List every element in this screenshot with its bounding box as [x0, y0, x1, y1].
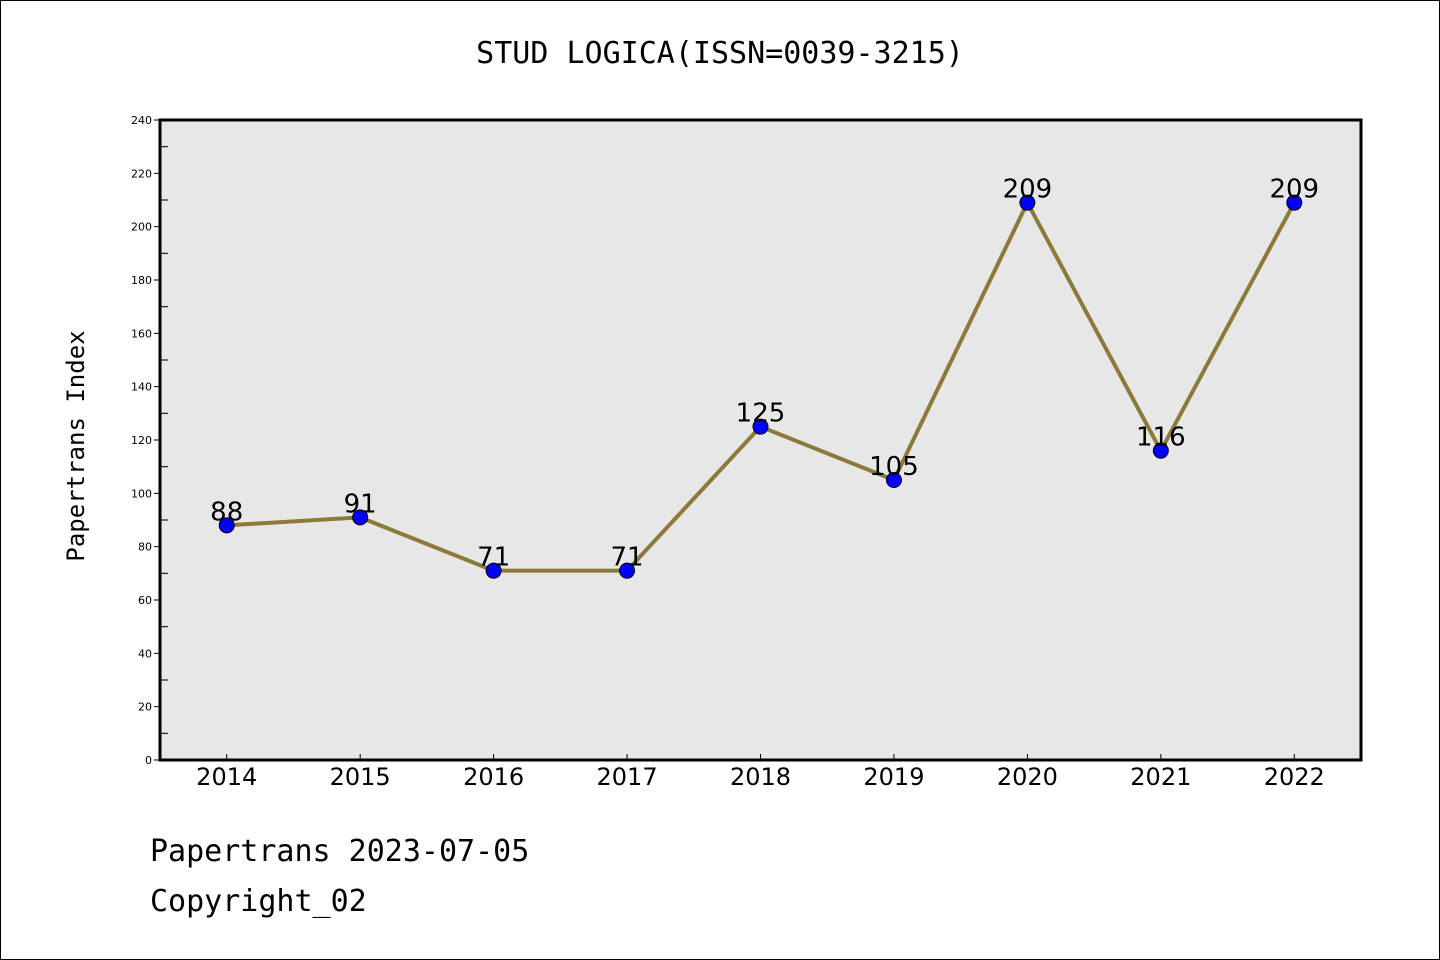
- x-tick-label: 2016: [463, 763, 524, 791]
- y-tick-label: 40: [138, 647, 152, 660]
- x-tick-label: 2017: [597, 763, 658, 791]
- y-tick-label: 160: [131, 327, 152, 340]
- data-point: [1286, 194, 1303, 211]
- plot-border: [158, 118, 1363, 762]
- x-tick-label: 2019: [863, 763, 924, 791]
- data-point: [352, 509, 369, 526]
- x-tick-label: 2021: [1130, 763, 1191, 791]
- data-label: 71: [477, 543, 510, 573]
- y-tick-label: 240: [131, 114, 152, 127]
- footer-date: Papertrans 2023-07-05: [150, 834, 530, 869]
- chart-title: STUD LOGICA(ISSN=0039-3215): [476, 36, 964, 71]
- data-label: 116: [1136, 423, 1186, 453]
- data-label: 209: [1269, 175, 1319, 205]
- data-point: [885, 472, 902, 488]
- data-point: [218, 517, 235, 534]
- x-tick-label: 2014: [196, 763, 257, 791]
- y-tick-label: 140: [131, 381, 152, 394]
- data-label: 71: [611, 543, 644, 573]
- y-tick-label: 20: [138, 701, 152, 714]
- x-axis: 2014 2015 2016 2017 2018 2019 2020 2021 2022: [196, 754, 1325, 791]
- y-tick-label: 60: [138, 594, 152, 607]
- y-tick-label: 180: [131, 274, 152, 287]
- data-label: 91: [344, 489, 377, 519]
- y-tick-label: 220: [131, 167, 152, 180]
- x-tick-label: 2018: [730, 763, 791, 791]
- y-tick-label: 80: [138, 541, 152, 554]
- y-tick-label: 100: [131, 487, 152, 500]
- data-point: [1019, 194, 1036, 211]
- data-label: 209: [1003, 175, 1053, 205]
- data-point: [619, 562, 636, 579]
- data-point: [752, 418, 769, 435]
- data-label: 105: [869, 452, 919, 482]
- data-label: 88: [210, 497, 243, 527]
- plot-area: [160, 120, 1361, 760]
- y-axis: 0 20 40 60 80 100 120 140 160 180 200 220 240: [131, 114, 168, 767]
- data-point: [1152, 442, 1169, 459]
- y-tick-label: 0: [145, 754, 152, 767]
- series-group: [218, 194, 1303, 579]
- footer-copyright: Copyright_02: [150, 884, 367, 919]
- x-tick-label: 2015: [330, 763, 391, 791]
- y-tick-label: 120: [131, 434, 152, 447]
- data-labels: 88 91 71 71 125 105 209 116 209: [210, 175, 1319, 573]
- x-tick-label: 2022: [1264, 763, 1325, 791]
- x-tick-label: 2020: [997, 763, 1058, 791]
- data-label: 125: [736, 399, 786, 429]
- y-tick-label: 200: [131, 221, 152, 234]
- data-point: [485, 562, 502, 579]
